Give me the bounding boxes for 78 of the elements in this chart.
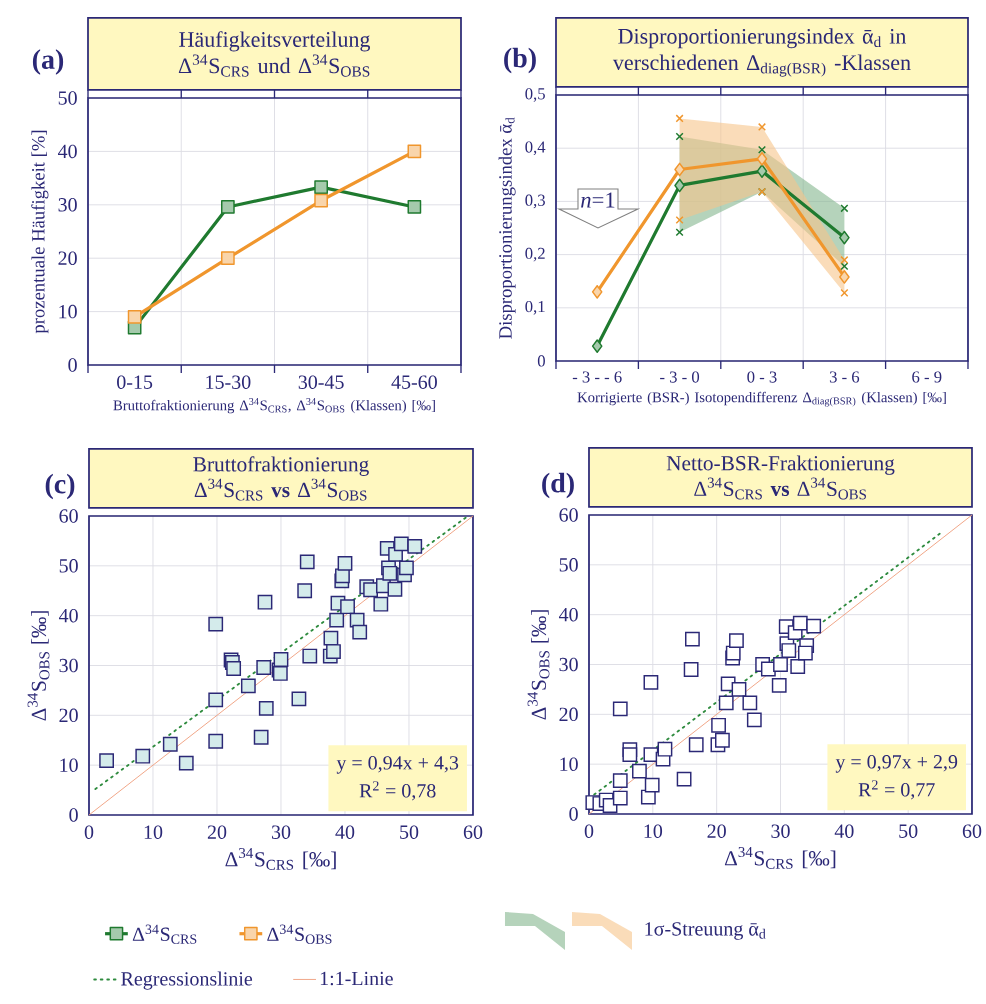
text: Δ$^{34}$S$_{CRS}$ vs Δ$^{34}$S$_{OBS}$: [694, 477, 866, 500]
x-tick-label: 40: [335, 825, 355, 839]
x-tick-label: 30-45: [298, 375, 344, 389]
y-tick-label: 0,4: [525, 141, 546, 156]
y-tick-label: 10: [60, 758, 78, 772]
x-tick-label: 0: [84, 825, 94, 839]
text: (a): [32, 49, 64, 75]
chart-title: Netto-BSR-Fraktionierung: [666, 455, 895, 475]
y-tick-label: 40: [558, 607, 578, 622]
x-tick-label: 60: [463, 825, 483, 839]
y-tick-label: 40: [58, 144, 77, 159]
chart-title: Häufigkeitsverteilung: [179, 31, 371, 52]
y-tick-label: 30: [58, 198, 77, 212]
y-tick-label: 20: [58, 251, 77, 265]
legend-label: Δ$^{34}$S$_{OBS}$: [267, 924, 332, 944]
y-tick-label: 0: [537, 355, 545, 367]
chart-title: Disproportionierungsindex ᾱ$_{d}$ in verschiedenen Δ$_{diag(BSR)}$ -Klassen: [612, 28, 911, 77]
annotation: R$^{2}$ = 0,78: [359, 781, 436, 801]
annotation: y = 0,97x + 2,9: [835, 755, 958, 773]
x-tick-label: 15-30: [206, 375, 251, 389]
y-tick-label: 0,1: [525, 300, 545, 315]
text: Bruttofraktionierung Δ$^{34}$S$_{CRS}$, Δ$^{34}$S$_{OBS}$ (Klassen) [‰]: [113, 398, 435, 414]
x-axis-title: Korrigierte (BSR-) Isotopendifferenz Δ$_{diag(BSR)}$ (Klassen) [‰]: [577, 391, 946, 407]
y-tick-label: 30: [559, 657, 578, 672]
x-tick-label: 20: [207, 825, 227, 839]
y-tick-label: 10: [59, 304, 77, 319]
x-tick-label: 20: [707, 824, 726, 838]
y-axis-title: prozentuale Häufigkeit [%]: [31, 130, 49, 334]
x-tick-label: 0: [584, 824, 594, 838]
x-tick-label: 50: [899, 824, 918, 838]
annotation: y = 0,94x + 4,3: [336, 756, 459, 774]
x-tick-label: 0-15: [117, 375, 153, 389]
y-tick-label: 30: [59, 658, 78, 673]
y-tick-label: 50: [559, 558, 578, 572]
text: 1σ-Streuung ᾱ$_{d}$: [645, 922, 766, 940]
y-axis-title: Δ$^{34}$S$_{OBS}$ [‰]: [27, 611, 50, 721]
y-tick-label: 20: [59, 708, 78, 723]
text: (d): [542, 472, 574, 499]
y-tick-label: 50: [59, 559, 78, 573]
x-axis-title: Δ$^{34}$S$_{CRS}$ [‰]: [724, 847, 836, 869]
legend-label: 1:1-Linie: [320, 971, 393, 986]
y-tick-label: 0,2: [525, 247, 545, 262]
y-tick-label: 0,5: [525, 88, 545, 102]
x-tick-label: 60: [962, 824, 982, 838]
x-tick-label: - 3 - 0: [660, 371, 700, 383]
x-tick-label: 0 - 3: [747, 371, 777, 383]
x-tick-label: 30: [771, 824, 790, 838]
x-tick-label: 10: [144, 825, 163, 839]
x-tick-label: 30: [271, 825, 291, 839]
text: (c): [45, 473, 75, 500]
y-tick-label: 60: [559, 508, 578, 522]
y-tick-label: 50: [58, 91, 77, 105]
x-tick-label: 50: [400, 825, 419, 839]
legend-label: Regressionslinie: [121, 971, 253, 990]
y-tick-label: 0: [569, 807, 578, 821]
y-axis-title: Disproportionierungsindex ᾱ$_{d}$: [498, 117, 516, 339]
x-tick-label: 3 - 6: [829, 371, 860, 383]
legend-label: Δ$^{34}$S$_{CRS}$: [132, 924, 197, 944]
y-tick-label: 10: [560, 757, 578, 771]
x-tick-label: 45-60: [391, 375, 437, 389]
chart-subtitle: Δ$^{34}$S$_{CRS}$ und Δ$^{34}$S$_{OBS}$: [178, 54, 370, 77]
chart-title: Bruttofraktionierung: [193, 456, 369, 476]
text: Δ$^{34}$S$_{CRS}$ vs Δ$^{34}$S$_{OBS}$: [194, 478, 367, 501]
y-axis-title: Δ$^{34}$S$_{OBS}$ [‰]: [527, 610, 550, 720]
y-tick-label: 40: [59, 608, 78, 623]
x-tick-label: 6 - 9: [912, 371, 942, 383]
x-axis-title: Δ$^{34}$S$_{CRS}$ [‰]: [225, 848, 336, 870]
annotation: R$^{2}$ = 0,77: [858, 780, 935, 800]
y-tick-label: 60: [59, 509, 78, 523]
annotation: n=1: [581, 192, 615, 208]
y-tick-label: 0: [69, 808, 78, 822]
x-tick-label: - 3 - - 6: [572, 371, 622, 383]
x-tick-label: 10: [644, 824, 663, 838]
x-tick-label: 40: [834, 824, 854, 838]
y-tick-label: 0,3: [525, 194, 545, 209]
text: (b): [504, 47, 536, 74]
y-tick-label: 20: [559, 707, 578, 722]
y-tick-label: 0: [68, 358, 77, 372]
